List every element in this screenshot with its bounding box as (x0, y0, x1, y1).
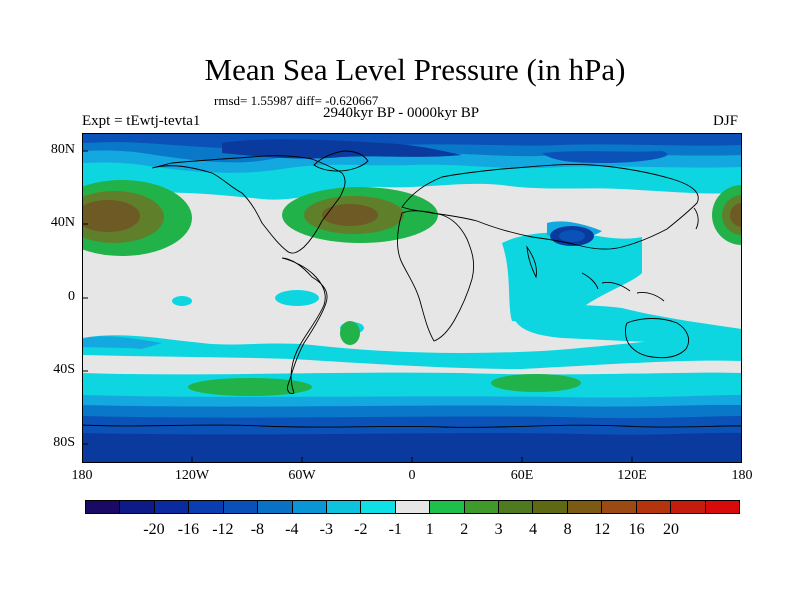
colorbar-label: 16 (628, 521, 645, 538)
southern-lightblue-patch (82, 336, 162, 349)
colorbar-segment (395, 501, 431, 513)
colorbar-label: 8 (563, 521, 572, 538)
pacific-high-brown (82, 200, 140, 232)
lat-label-40n: 40N (50, 215, 75, 230)
pacific-high-wrap-brown (730, 203, 742, 227)
colorbar-segment (223, 501, 259, 513)
colorbar-label: -2 (354, 521, 368, 538)
colorbar-label: -3 (319, 521, 333, 538)
experiment-label: Expt = tEwtj-tevta1 (82, 113, 201, 129)
lon-label-60e: 60E (510, 468, 534, 483)
colorbar-label: 12 (594, 521, 611, 538)
colorbar-label: 20 (663, 521, 680, 538)
plot-title: Mean Sea Level Pressure (in hPa) (204, 52, 626, 87)
lat-label-0: 0 (68, 289, 75, 304)
lon-label-180e: 180 (731, 468, 753, 483)
colorbar-segment (499, 501, 534, 513)
colorbar-segment (86, 501, 121, 513)
japan-outline (693, 207, 699, 230)
south-atlantic-small-high (340, 321, 360, 345)
colorbar-segment (326, 501, 362, 513)
colorbar-segment (464, 501, 500, 513)
lat-label-80n: 80N (50, 142, 75, 157)
south-indian-high (491, 374, 581, 392)
southern-subtropic-cyan (82, 333, 742, 369)
colorbar-label: -12 (212, 521, 234, 538)
stats-text: rmsd= 1.55987 diff= -0.620667 (214, 93, 379, 108)
colorbar-segment (602, 501, 637, 513)
lon-label-120e: 120E (617, 468, 647, 483)
colorbar-label: -16 (177, 521, 200, 538)
colorbar-segment (120, 501, 155, 513)
colorbar-segment (189, 501, 224, 513)
colorbar-label: -1 (388, 521, 402, 538)
colorbar-segment (258, 501, 293, 513)
southern-deepblue-band (82, 432, 742, 463)
lat-label-80s: 80S (53, 435, 75, 450)
south-pacific-high (188, 378, 312, 396)
colorbar-segment (430, 501, 465, 513)
lat-label-40s: 40S (53, 362, 75, 377)
indonesia-outline (581, 272, 665, 302)
india-outline (526, 245, 537, 279)
coastlines (82, 150, 742, 428)
indian-ocean-cyan (512, 304, 742, 348)
lon-label-0: 0 (408, 468, 416, 483)
period-label: 2940kyr BP - 0000kyr BP (323, 105, 480, 121)
australia-outline (624, 318, 689, 359)
colorbar-segment (636, 501, 672, 513)
eurasia-outline (401, 164, 699, 250)
africa-outline (397, 210, 475, 342)
colorbar-segment (361, 501, 396, 513)
colorbar-label: 1 (425, 521, 434, 538)
arctic-deepblue (222, 139, 462, 159)
colorbar-label: 3 (494, 521, 503, 538)
season-label: DJF (713, 113, 739, 129)
colorbar-segment (292, 501, 327, 513)
colorbar-label: 4 (529, 521, 538, 538)
colorbar-segment (154, 501, 190, 513)
field-layer (82, 133, 742, 463)
indian-cyan-region (502, 232, 642, 322)
siberia-blue (542, 151, 668, 163)
colorbar-segment (533, 501, 568, 513)
south-america-outline (281, 257, 328, 394)
atlantic-cyan-patch (275, 290, 319, 306)
greenland-outline (313, 150, 369, 172)
pressure-map (82, 133, 742, 463)
pacific-cyan-patch (172, 296, 192, 306)
colorbar-label: 2 (460, 521, 469, 538)
atlantic-high-brown (322, 204, 378, 226)
colorbar-segment (671, 501, 706, 513)
lon-label-60w: 60W (288, 468, 316, 483)
colorbar-segment (567, 501, 603, 513)
lon-label-180w: 180 (71, 468, 93, 483)
colorbar-segment (705, 501, 740, 513)
colorbar-label: -4 (285, 521, 299, 538)
antarctica-outline (82, 424, 742, 428)
colorbar (85, 500, 740, 514)
tibet-low-core (559, 230, 585, 242)
lon-label-120w: 120W (174, 468, 210, 483)
colorbar-label: -8 (250, 521, 265, 538)
tick-marks (82, 150, 633, 463)
north-america-outline (151, 155, 346, 254)
colorbar-label: -20 (143, 521, 165, 538)
